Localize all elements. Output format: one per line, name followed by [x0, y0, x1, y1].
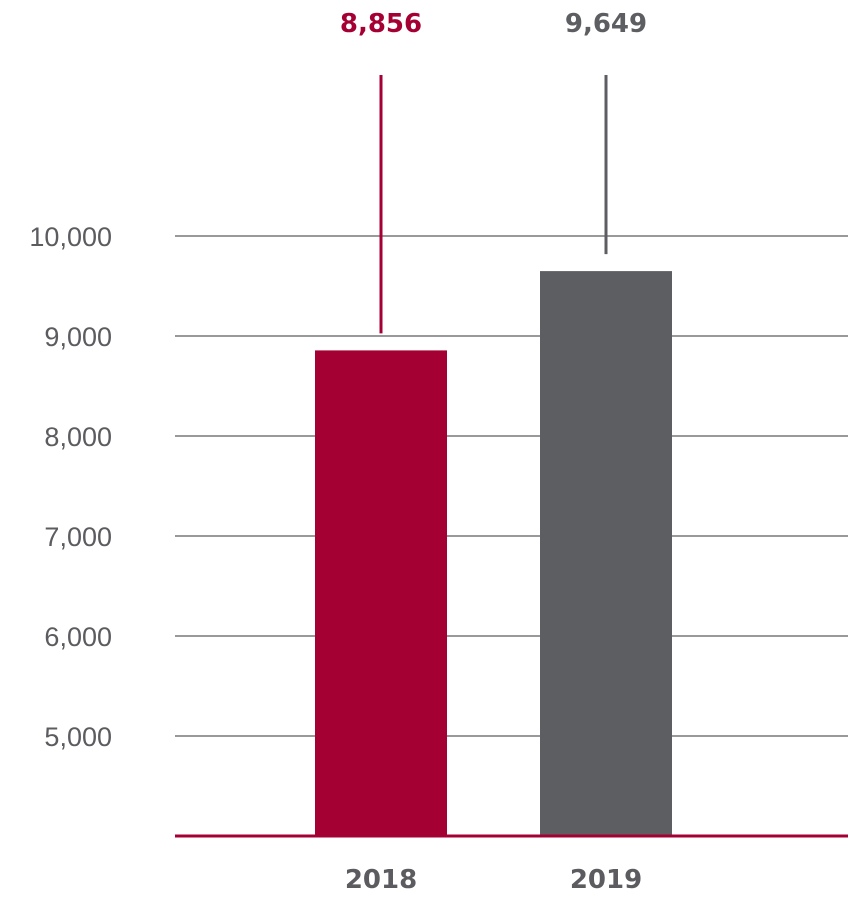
value-leader-lines — [379, 75, 608, 334]
bar — [315, 350, 447, 836]
bars — [315, 271, 672, 837]
y-tick-label: 10,000 — [29, 222, 112, 252]
y-tick-label: 9,000 — [44, 322, 112, 352]
y-tick-label: 8,000 — [44, 422, 112, 452]
gridlines — [175, 235, 848, 737]
value-label: 9,649 — [565, 9, 647, 39]
x-category-label: 2018 — [345, 865, 417, 895]
y-tick-label: 6,000 — [44, 622, 112, 652]
x-category-label: 2019 — [570, 865, 642, 895]
y-tick-label: 5,000 — [44, 722, 112, 752]
y-tick-label: 7,000 — [44, 522, 112, 552]
labels: 8,856 2018 9,649 2019 — [340, 9, 647, 895]
bar — [540, 271, 672, 837]
y-axis-ticks: 5,000 6,000 7,000 8,000 9,000 10,000 — [29, 222, 112, 752]
value-label: 8,856 — [340, 9, 422, 39]
